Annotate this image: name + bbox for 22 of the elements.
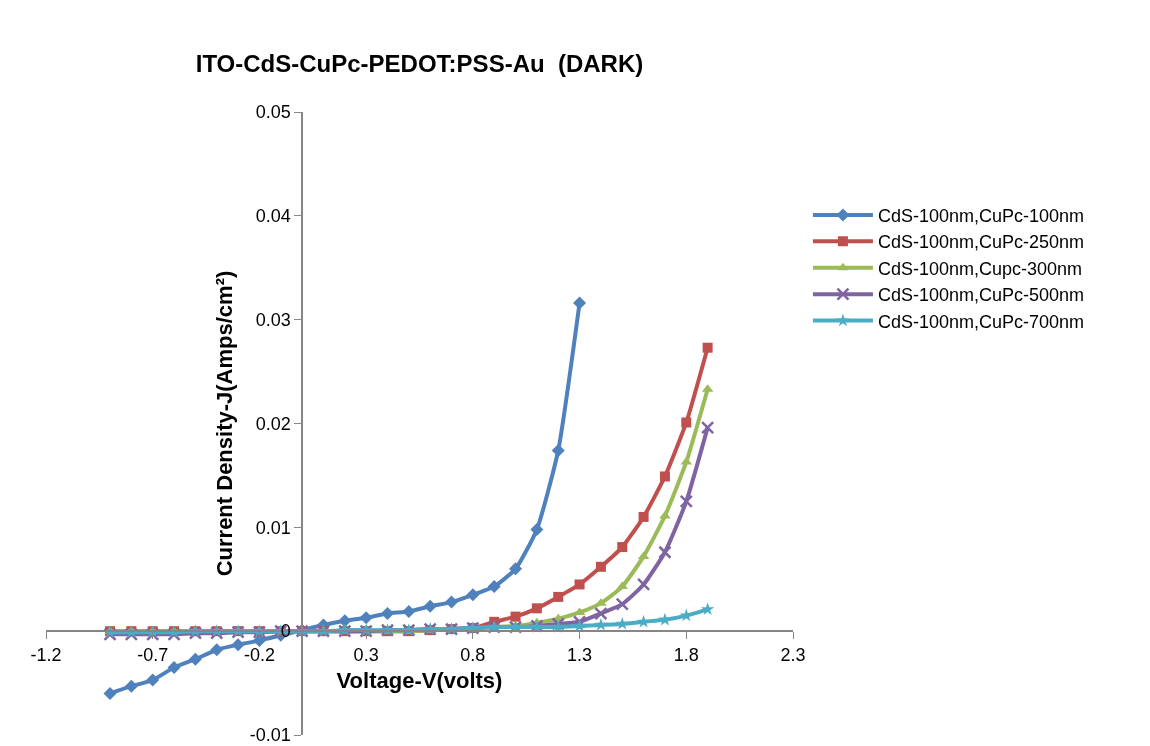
- legend-label: CdS-100nm,CuPc-250nm: [877, 232, 1085, 253]
- y-tick-label: 0.03: [255, 309, 291, 330]
- x-tick-label: 2.3: [780, 644, 806, 665]
- x-axis-title: Voltage-V(volts): [336, 667, 503, 693]
- x-tick-label: -0.7: [137, 644, 169, 665]
- x-tick-label: 1.3: [567, 644, 593, 665]
- x-tick-label: -0.2: [243, 644, 275, 665]
- legend-label: CdS-100nm,CuPc-700nm: [877, 311, 1085, 332]
- y-tick-label: 0.04: [255, 206, 291, 227]
- x-tick-label: -1.2: [30, 644, 62, 665]
- x-tick-label: 1.8: [673, 644, 699, 665]
- x-tick-label: 0.3: [353, 644, 379, 665]
- y-tick-label: 0.02: [255, 413, 291, 434]
- legend-label: CdS-100nm,CuPc-100nm: [877, 205, 1085, 226]
- x-tick-label: 0.8: [460, 644, 486, 665]
- y-tick-label: -0.01: [249, 725, 291, 746]
- legend-label: CdS-100nm,Cupc-300nm: [877, 258, 1083, 279]
- y-tick-label: 0.01: [255, 517, 291, 538]
- y-axis-title: Current Density-J(Amps/cm²): [212, 270, 238, 577]
- chart-title: ITO-CdS-CuPc-PEDOT:PSS-Au (DARK): [195, 49, 644, 77]
- legend-label: CdS-100nm,CuPc-500nm: [877, 285, 1085, 306]
- y-tick-label: 0.05: [255, 102, 291, 123]
